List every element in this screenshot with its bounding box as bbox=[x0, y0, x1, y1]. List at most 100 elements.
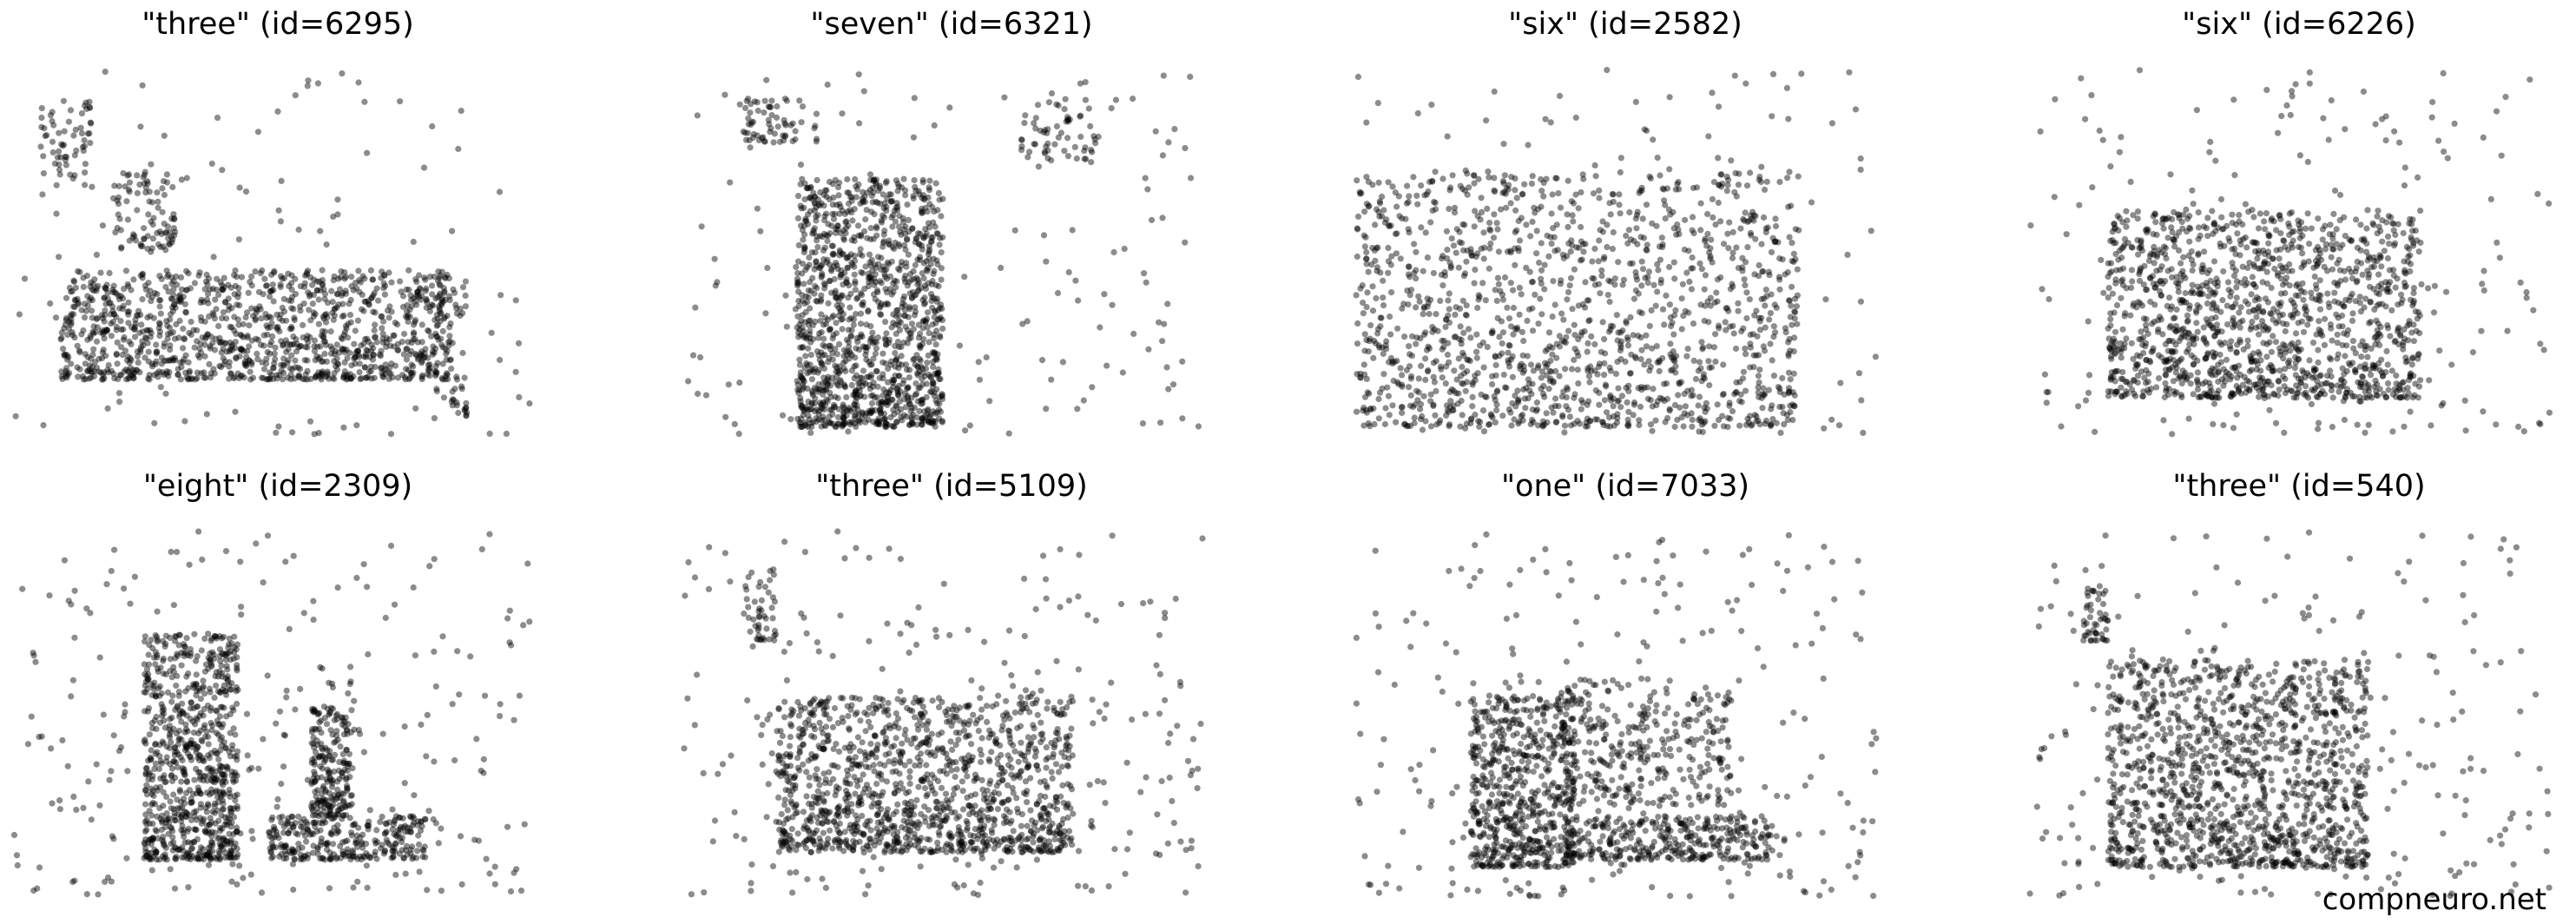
scatter-point bbox=[1636, 308, 1643, 315]
scatter-point bbox=[986, 398, 993, 405]
scatter-point bbox=[356, 369, 363, 376]
scatter-point bbox=[843, 254, 850, 261]
scatter-point bbox=[408, 369, 415, 376]
scatter-point bbox=[1544, 346, 1551, 353]
scatter-point bbox=[893, 278, 900, 285]
scatter-point bbox=[1440, 343, 1447, 350]
scatter-point bbox=[362, 336, 369, 343]
scatter-point bbox=[1678, 414, 1685, 421]
scatter-point bbox=[2375, 320, 2382, 327]
scatter-point bbox=[138, 343, 145, 350]
scatter-point bbox=[1364, 389, 1371, 396]
scatter-point bbox=[827, 389, 833, 396]
scatter-point bbox=[1632, 287, 1639, 294]
scatter-point bbox=[446, 338, 453, 345]
scatter-point bbox=[835, 192, 842, 199]
scatter-point bbox=[2151, 210, 2158, 217]
scatter-point bbox=[1043, 143, 1050, 150]
scatter-point bbox=[2177, 277, 2184, 284]
scatter-point bbox=[934, 230, 941, 237]
scatter-point bbox=[211, 370, 218, 377]
scatter-point bbox=[1731, 72, 1738, 79]
scatter-point bbox=[2207, 322, 2215, 329]
scatter-point bbox=[1657, 280, 1664, 287]
scatter-point bbox=[113, 350, 120, 357]
scatter-point bbox=[1514, 324, 1521, 331]
scatter-point bbox=[367, 267, 374, 274]
scatter-point bbox=[203, 411, 210, 418]
scatter-point bbox=[833, 260, 840, 267]
scatter-point bbox=[2195, 251, 2202, 259]
scatter-point bbox=[113, 327, 120, 333]
scatter-point bbox=[414, 356, 421, 363]
scatter-point bbox=[808, 406, 815, 412]
scatter-point bbox=[383, 343, 390, 350]
scatter-point bbox=[2292, 344, 2299, 351]
scatter-point bbox=[436, 280, 443, 287]
scatter-point bbox=[2386, 288, 2393, 295]
scatter-point bbox=[433, 322, 440, 329]
scatter-point bbox=[131, 326, 138, 333]
scatter-point bbox=[1682, 307, 1689, 314]
scatter-point bbox=[851, 420, 859, 427]
scatter-point bbox=[1703, 242, 1710, 249]
scatter-point bbox=[319, 372, 326, 379]
scatter-point bbox=[799, 405, 806, 412]
scatter-point bbox=[891, 245, 898, 252]
scatter-point bbox=[1582, 241, 1589, 248]
scatter-point bbox=[2112, 240, 2119, 247]
scatter-point bbox=[2378, 286, 2385, 293]
scatter-point bbox=[794, 313, 801, 320]
scatter-point bbox=[385, 269, 392, 276]
scatter-point bbox=[1596, 187, 1603, 194]
scatter-point bbox=[227, 370, 234, 378]
scatter-point bbox=[879, 401, 886, 408]
scatter-point bbox=[2138, 239, 2144, 246]
scatter-point bbox=[221, 340, 228, 346]
scatter-point bbox=[163, 318, 170, 325]
scatter-point bbox=[1519, 369, 1526, 376]
scatter-point bbox=[1413, 192, 1420, 199]
scatter-point bbox=[101, 318, 108, 325]
scatter-point bbox=[925, 418, 932, 425]
scatter-point bbox=[1446, 306, 1453, 313]
scatter-point bbox=[1763, 178, 1770, 185]
scatter-point bbox=[385, 375, 392, 382]
scatter-point bbox=[87, 362, 94, 369]
scatter-point bbox=[1712, 331, 1719, 338]
scatter-point bbox=[939, 392, 945, 399]
scatter-point bbox=[1740, 215, 1747, 222]
scatter-point bbox=[1671, 401, 1678, 409]
scatter-point bbox=[829, 251, 836, 258]
scatter-point bbox=[1451, 367, 1458, 374]
scatter-point bbox=[165, 288, 172, 295]
scatter-point bbox=[1535, 320, 1542, 327]
scatter-point bbox=[149, 363, 156, 370]
scatter-point bbox=[1407, 287, 1415, 294]
scatter-point bbox=[887, 414, 894, 421]
scatter-point bbox=[1525, 376, 1532, 383]
scatter-point bbox=[827, 326, 833, 333]
scatter-point bbox=[1489, 414, 1496, 421]
scatter-point bbox=[820, 387, 827, 394]
scatter-point bbox=[445, 274, 452, 282]
scatter-point bbox=[1750, 352, 1757, 359]
scatter-point bbox=[126, 369, 133, 376]
scatter-point bbox=[1083, 155, 1090, 162]
scatter-point bbox=[841, 210, 848, 217]
scatter-point bbox=[1494, 274, 1501, 281]
scatter-point bbox=[93, 285, 100, 292]
scatter-point bbox=[806, 254, 813, 261]
scatter-point bbox=[1617, 168, 1624, 176]
scatter-point bbox=[438, 300, 445, 307]
scatter-point bbox=[798, 318, 805, 325]
scatter-point bbox=[406, 374, 413, 381]
scatter-point bbox=[807, 339, 814, 346]
scatter-point bbox=[1685, 309, 1692, 316]
scatter-point bbox=[380, 373, 387, 380]
scatter-point bbox=[833, 294, 840, 300]
scatter-point bbox=[321, 290, 329, 297]
scatter-point bbox=[1531, 204, 1538, 211]
scatter-point bbox=[442, 373, 449, 380]
scatter-point bbox=[306, 418, 314, 425]
